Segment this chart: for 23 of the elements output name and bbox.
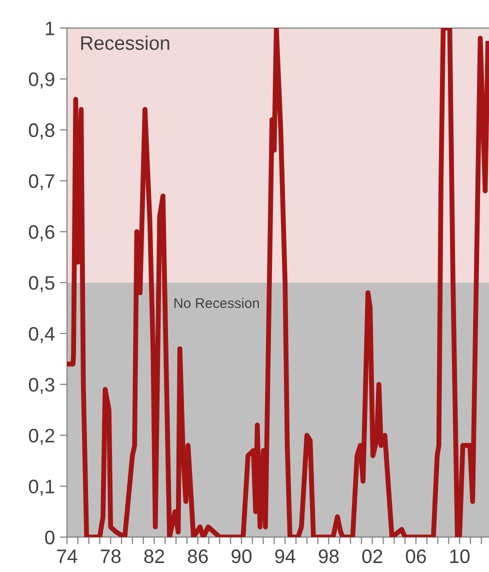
y-tick-label: 0,5: [28, 276, 54, 292]
x-tick-label: 90: [232, 549, 252, 564]
x-tick-label: 06: [406, 549, 426, 564]
y-tick-label: 0,2: [28, 428, 54, 445]
y-tick-label: 0,7: [28, 174, 54, 190]
x-tick-label: 94: [275, 549, 296, 564]
y-tick-label: 0,3: [28, 378, 54, 394]
x-tick-label: 78: [100, 549, 121, 564]
y-tick-label: 0,4: [28, 326, 55, 344]
x-tick-label: 82: [144, 549, 164, 564]
x-tick-label: 02: [362, 549, 382, 564]
y-tick-label: 0,6: [28, 225, 54, 242]
y-tick-label: 1: [46, 22, 54, 36]
y-tick-label: 0,8: [28, 123, 54, 140]
y-tick-label: 0,1: [28, 480, 54, 496]
y-tick-label: 0: [45, 530, 54, 544]
x-tick-label: 98: [318, 549, 339, 564]
band-label: Recession: [81, 36, 170, 50]
y-tick-label: 0,9: [28, 72, 54, 88]
x-tick-label: 10: [450, 549, 470, 564]
band-label: No Recession: [174, 298, 259, 308]
x-tick-label: 86: [188, 549, 208, 564]
x-tick-label: 74: [57, 550, 78, 564]
